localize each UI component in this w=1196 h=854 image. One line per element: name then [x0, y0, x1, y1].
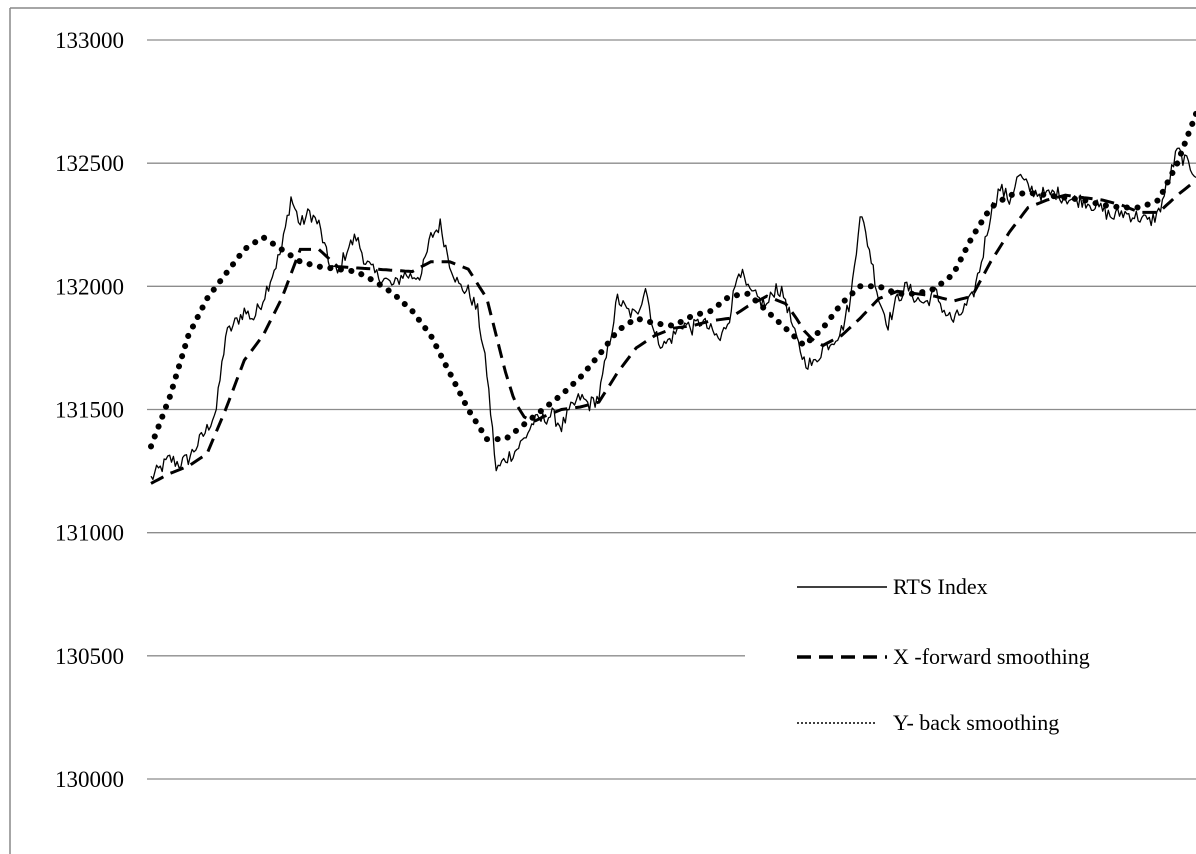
- series-line-rts-index: [150, 147, 1196, 481]
- series-lines: [148, 110, 1196, 485]
- legend-label-rts-index: RTS Index: [893, 574, 988, 599]
- y-tick-label-132000: 132000: [55, 274, 124, 299]
- gridlines: [147, 39, 1196, 780]
- y-tick-label-131500: 131500: [55, 398, 124, 423]
- series-line-x-forward-smoothing: [150, 179, 1196, 485]
- y-tick-label-131000: 131000: [55, 521, 124, 546]
- legend-background: [745, 560, 1196, 750]
- y-tick-label-132500: 132500: [55, 151, 124, 176]
- legend: RTS Index X -forward smoothing Y- back s…: [745, 560, 1196, 750]
- y-tick-label-133000: 133000: [55, 28, 124, 53]
- legend-label-forward-smoothing: X -forward smoothing: [893, 644, 1090, 669]
- y-tick-label-130500: 130500: [55, 644, 124, 669]
- y-axis-tick-labels: 133000 132500 132000 131500 131000 130500 1300…: [55, 28, 124, 792]
- y-tick-label-130000: 130000: [55, 767, 124, 792]
- series-line-y-back-smoothing: [148, 110, 1196, 450]
- legend-label-back-smoothing: Y- back smoothing: [893, 710, 1059, 735]
